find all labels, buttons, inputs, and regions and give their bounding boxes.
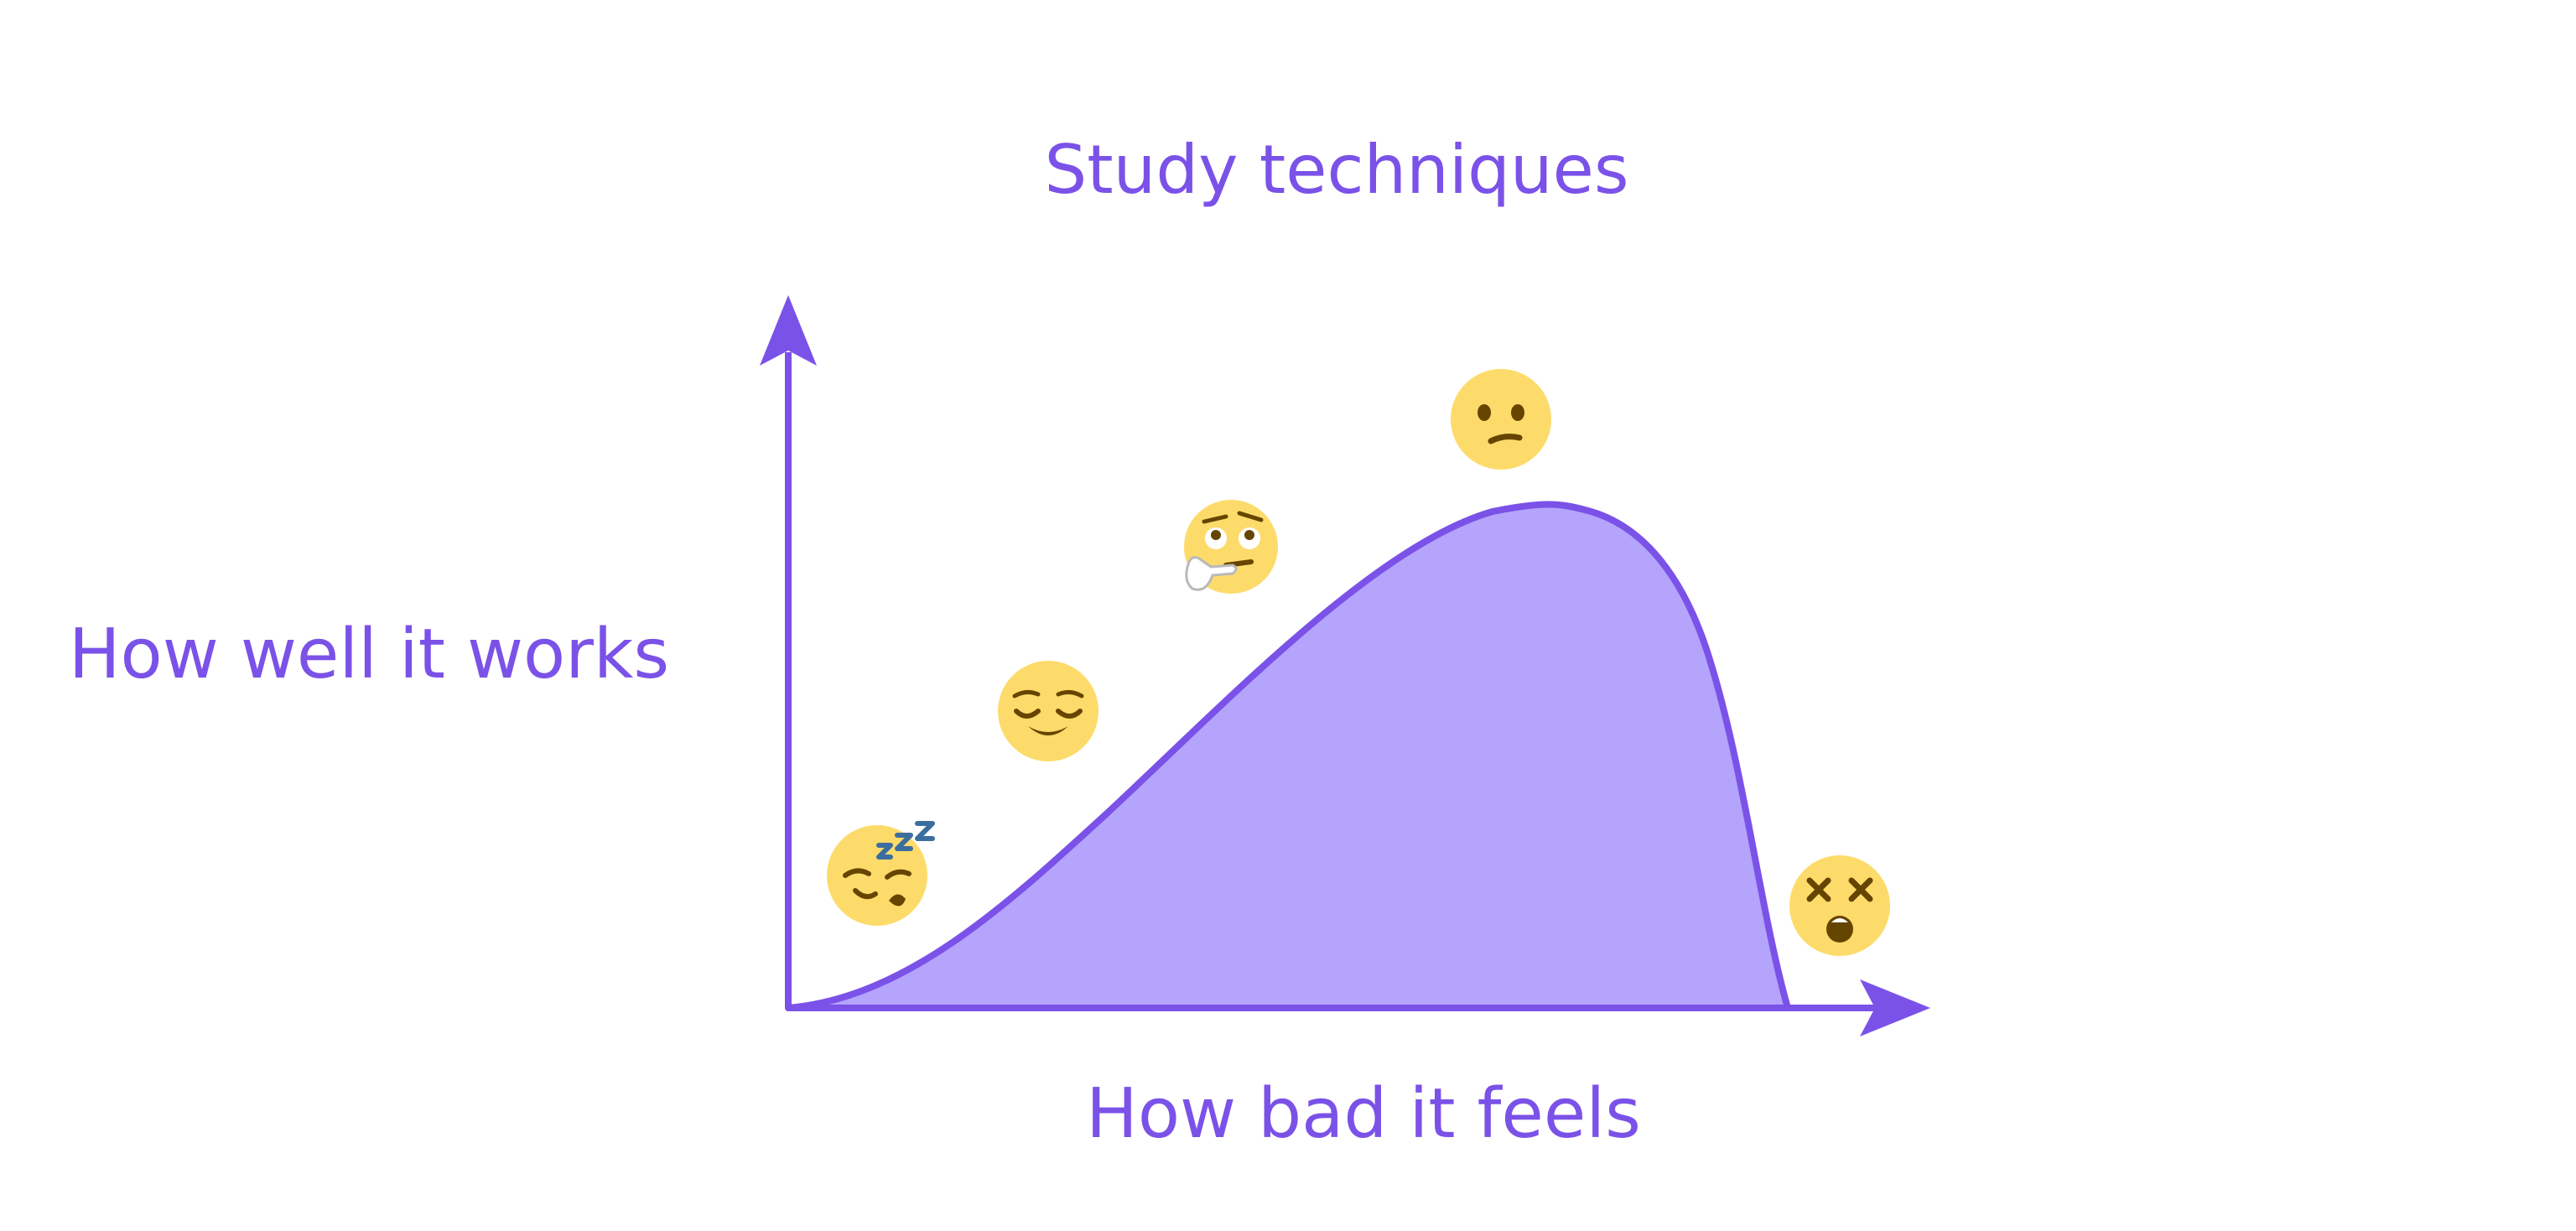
curve-area (785, 501, 1791, 1011)
confused-face-icon (1451, 369, 1551, 470)
y-axis-label: How well it works (69, 615, 669, 694)
y-axis-arrowhead (760, 295, 817, 366)
thinking-face-icon (1184, 500, 1278, 594)
sleepy-face-icon (827, 821, 935, 926)
x-axis-label: How bad it feels (1086, 1074, 1641, 1154)
relieved-face-icon (998, 661, 1098, 761)
diagram-title: Study techniques (1045, 131, 1629, 209)
dizzy-face-icon (1789, 855, 1890, 956)
x-axis-arrowhead (1860, 979, 1930, 1036)
